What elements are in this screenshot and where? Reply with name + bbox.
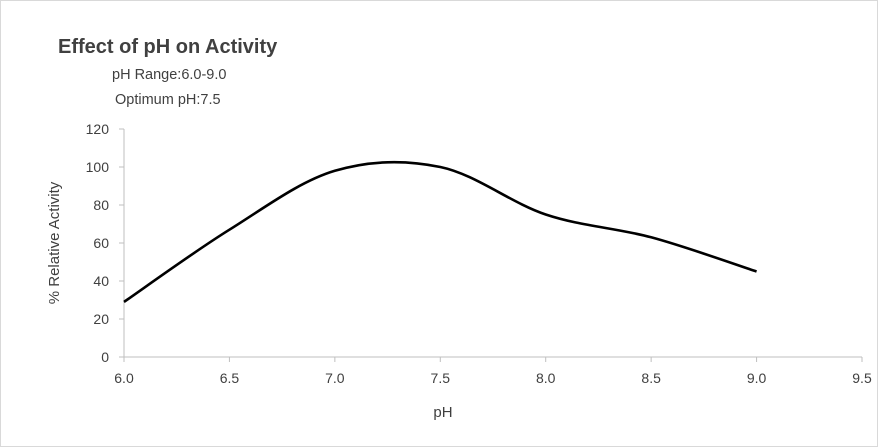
y-tick-label: 60 [93,235,109,251]
optimum-ph-annotation: Optimum pH:7.5 [115,92,221,108]
y-tick-label: 20 [93,311,109,327]
x-tick-label: 8.5 [641,370,661,386]
y-tick-label: 100 [86,159,110,175]
ph-range-annotation: pH Range:6.0-9.0 [112,67,227,83]
y-tick-label: 40 [93,273,109,289]
x-tick-label: 6.5 [220,370,240,386]
y-axis-title: % Relative Activity [46,181,63,304]
y-tick-label: 80 [93,197,109,213]
y-tick-label: 0 [101,349,109,365]
x-tick-label: 8.0 [536,370,556,386]
x-tick-label: 7.0 [325,370,345,386]
x-tick-label: 9.0 [747,370,767,386]
axes [123,129,862,358]
chart-title: Effect of pH on Activity [58,36,278,58]
x-axis-title: pH [433,404,452,421]
x-tick-label: 6.0 [114,370,134,386]
series-group [123,160,757,303]
tick-marks [119,128,863,362]
tick-labels: 6.0 6.5 7.0 7.5 8.0 8.5 9.0 9.5 0 20 40 60 80 100 120 [86,121,872,386]
activity-line-series [123,160,757,303]
x-tick-label: 7.5 [431,370,451,386]
y-tick-label: 120 [86,121,110,137]
x-tick-label: 9.5 [852,370,872,386]
